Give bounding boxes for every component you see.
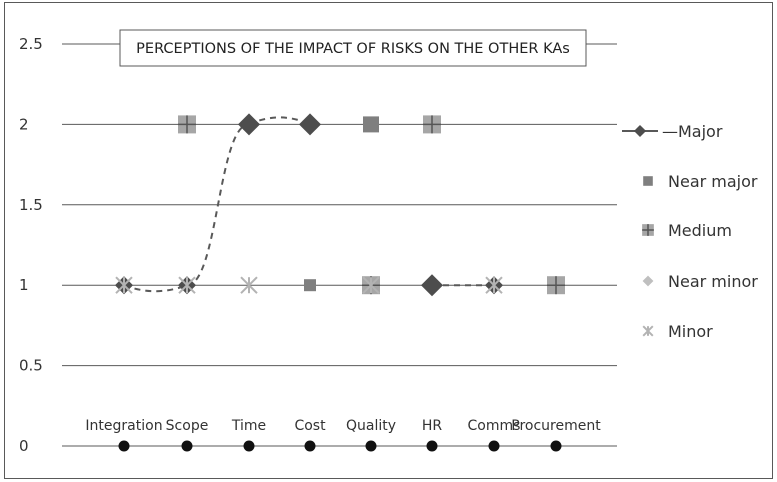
baseline-marker xyxy=(304,440,316,452)
marker-asterisk xyxy=(240,276,258,294)
category-label: Quality xyxy=(346,418,396,434)
category-label: Time xyxy=(231,418,266,434)
baseline-marker xyxy=(181,440,193,452)
marker-plus-square xyxy=(547,276,565,295)
y-tick-label: 2 xyxy=(19,115,29,133)
marker-diamond xyxy=(238,113,260,136)
category-labels: Integration Scope Time Cost Quality HR CommsPr… xyxy=(85,418,601,434)
series-minor xyxy=(115,276,503,294)
y-tick-labels: 0 0.5 1 1.5 2 2.5 xyxy=(19,35,43,455)
y-tick-label: 2.5 xyxy=(19,35,43,53)
category-label: Procurement xyxy=(511,418,601,434)
marker-square xyxy=(643,176,653,186)
baseline-marker xyxy=(118,440,130,452)
y-tick-label: 0 xyxy=(19,437,29,455)
baseline-marker xyxy=(243,440,255,452)
legend-item: —Major xyxy=(622,122,723,141)
legend-label: Near major xyxy=(668,172,758,191)
marker-asterisk xyxy=(642,325,654,337)
baseline-marker xyxy=(365,440,377,452)
marker-asterisk xyxy=(485,276,503,294)
legend-label: —Major xyxy=(662,122,723,141)
marker-square-small xyxy=(304,279,316,292)
marker-asterisk xyxy=(115,276,133,294)
marker-plus-square xyxy=(423,115,441,134)
legend-label: Near minor xyxy=(668,272,758,291)
marker-diamond xyxy=(633,124,647,138)
legend-item: Medium xyxy=(642,221,732,240)
baseline-markers xyxy=(118,440,562,452)
category-label: HR xyxy=(422,418,443,434)
legend-item: Minor xyxy=(642,322,713,341)
marker-diamond xyxy=(299,113,321,136)
marker-diamond xyxy=(421,274,443,297)
marker-asterisk xyxy=(362,276,380,294)
chart-title-box: PERCEPTIONS OF THE IMPACT OF RISKS ON TH… xyxy=(119,29,587,67)
category-label: Cost xyxy=(294,418,326,434)
marker-plus-square xyxy=(178,115,196,134)
legend-item: Near major xyxy=(643,172,758,191)
y-tick-label: 1 xyxy=(19,276,29,294)
baseline-marker xyxy=(488,440,500,452)
category-label: Comms xyxy=(468,418,521,434)
baseline-marker xyxy=(550,440,562,452)
y-tick-label: 1.5 xyxy=(19,196,43,214)
category-label: Integration xyxy=(85,418,162,434)
legend-label: Medium xyxy=(668,221,732,240)
series-line-major xyxy=(123,116,494,293)
category-label: Scope xyxy=(166,418,209,434)
title-box xyxy=(119,29,587,67)
chart-title: PERCEPTIONS OF THE IMPACT OF RISKS ON TH… xyxy=(136,41,570,57)
legend: —Major Near major Medium Near minor Minor xyxy=(622,122,758,341)
y-tick-label: 0.5 xyxy=(19,357,43,375)
gridlines xyxy=(62,43,617,447)
marker-plus-square xyxy=(642,224,654,236)
series-layer xyxy=(115,113,565,297)
marker-asterisk xyxy=(178,276,196,294)
series-near-major xyxy=(304,116,379,292)
marker-square xyxy=(363,116,379,133)
chart-frame xyxy=(4,2,773,479)
baseline-marker xyxy=(426,440,438,452)
legend-item: Near minor xyxy=(642,272,758,291)
marker-diamond-small xyxy=(642,275,654,287)
legend-label: Minor xyxy=(668,322,713,341)
